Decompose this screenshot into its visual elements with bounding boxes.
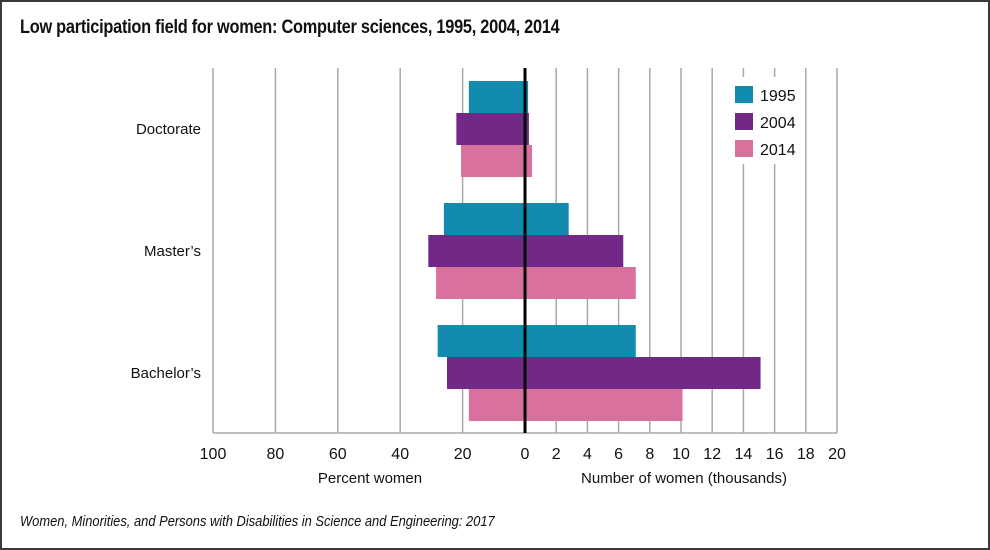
tick-label-right: 2 [552, 446, 561, 463]
bar-percent-2004 [456, 113, 525, 145]
tick-label-left: 100 [200, 446, 227, 463]
bar-percent-2014 [468, 389, 525, 421]
legend-swatch-2014 [735, 140, 753, 157]
tick-label-right: 10 [672, 446, 690, 463]
bar-percent-2004 [428, 235, 525, 267]
tick-label-left: 80 [267, 446, 285, 463]
tick-label-right: 18 [797, 446, 815, 463]
source-note: Women, Minorities, and Persons with Disa… [20, 513, 495, 530]
bar-number-2004 [525, 357, 761, 389]
tick-label-right: 4 [583, 446, 592, 463]
tick-label-left: 20 [454, 446, 472, 463]
bar-percent-2014 [436, 267, 525, 299]
legend-swatch-2004 [735, 113, 753, 130]
bar-number-1995 [525, 203, 569, 235]
bars [428, 81, 761, 421]
bar-number-2004 [525, 113, 529, 145]
bar-number-1995 [525, 81, 529, 113]
bar-percent-1995 [443, 203, 525, 235]
tick-label-right: 20 [828, 446, 846, 463]
bar-number-2014 [525, 389, 683, 421]
bar-number-2004 [525, 235, 624, 267]
x-axis-label-right: Number of women (thousands) [581, 470, 787, 487]
tick-label-right: 8 [645, 446, 654, 463]
category-label: Bachelor’s [131, 365, 201, 382]
bar-number-1995 [525, 325, 636, 357]
legend-swatch-1995 [735, 86, 753, 103]
tick-label-right: 16 [766, 446, 784, 463]
bar-percent-2004 [447, 357, 525, 389]
legend: 1995 2004 2014 [713, 77, 805, 164]
legend-box [713, 77, 805, 164]
tick-label-left: 40 [391, 446, 409, 463]
tick-label-right: 12 [703, 446, 721, 463]
labels: 100 80 60 40 20 0 2 4 6 8 10 12 14 16 18 20 Percent wome… [131, 121, 846, 487]
bar-percent-2014 [461, 145, 525, 177]
bar-number-2014 [525, 267, 636, 299]
tick-label-right: 6 [614, 446, 623, 463]
bar-percent-1995 [437, 325, 525, 357]
chart-title: Low participation field for women: Compu… [20, 17, 560, 38]
tick-label-left: 60 [329, 446, 347, 463]
category-label: Doctorate [136, 121, 201, 138]
legend-label-2014: 2014 [760, 142, 796, 159]
legend-label-1995: 1995 [760, 88, 796, 105]
tick-label-right: 14 [735, 446, 753, 463]
bar-percent-1995 [468, 81, 525, 113]
x-axis-label-left: Percent women [318, 470, 422, 487]
bar-number-2014 [525, 145, 533, 177]
category-label: Master’s [144, 243, 201, 260]
tick-label-right: 0 [521, 446, 530, 463]
legend-label-2004: 2004 [760, 115, 796, 132]
